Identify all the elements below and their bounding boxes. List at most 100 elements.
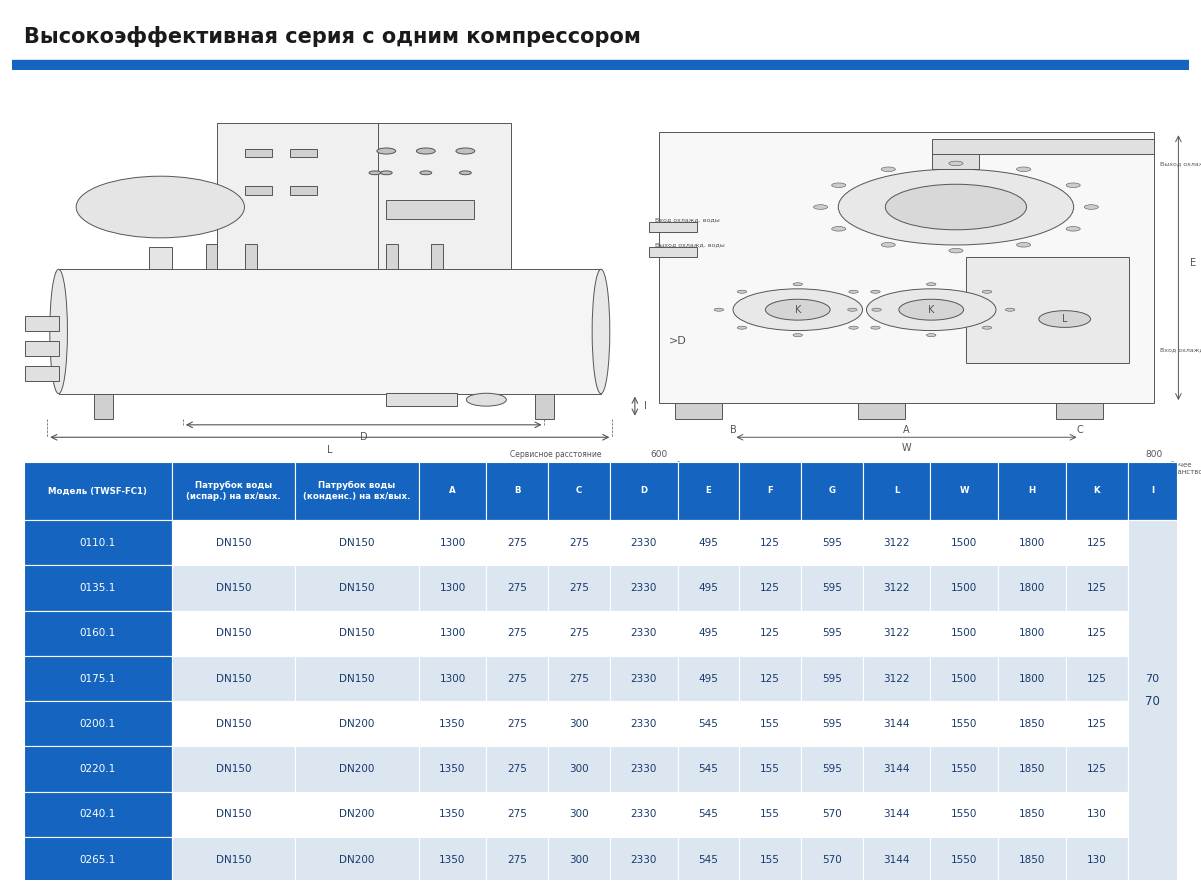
Text: 125: 125 [1087, 764, 1107, 774]
Bar [295, 565, 418, 611]
Text: E: E [705, 486, 711, 495]
Bar [610, 656, 677, 701]
Text: 1800: 1800 [1020, 538, 1045, 548]
Text: 3144: 3144 [883, 854, 910, 865]
Text: 70: 70 [1145, 694, 1160, 708]
Text: C: C [1076, 425, 1083, 435]
Bar [859, 403, 906, 419]
Bar [486, 701, 548, 747]
Bar [172, 462, 295, 520]
Text: 2330: 2330 [631, 764, 657, 774]
Bar [387, 200, 474, 220]
Bar [1066, 611, 1128, 656]
Circle shape [1066, 227, 1080, 231]
Bar [548, 747, 610, 792]
Circle shape [1085, 204, 1099, 209]
Bar [801, 747, 862, 792]
Bar [677, 656, 740, 701]
Text: 2330: 2330 [631, 629, 657, 638]
Bar [931, 462, 998, 520]
Text: 1500: 1500 [951, 538, 978, 548]
Bar [291, 149, 317, 157]
Bar [548, 656, 610, 701]
Circle shape [838, 169, 1074, 245]
Circle shape [885, 184, 1027, 229]
Text: 495: 495 [699, 629, 718, 638]
Text: 1850: 1850 [1020, 809, 1045, 820]
Circle shape [831, 227, 846, 231]
Bar [172, 611, 295, 656]
Bar [172, 656, 295, 701]
Circle shape [872, 308, 882, 311]
Text: K: K [795, 305, 801, 315]
Bar [1128, 520, 1177, 565]
Text: 125: 125 [760, 674, 781, 684]
Bar [24, 747, 172, 792]
Text: 1350: 1350 [440, 719, 466, 729]
Bar [418, 747, 486, 792]
Bar [998, 837, 1066, 882]
Bar [932, 147, 980, 169]
Bar [295, 837, 418, 882]
Bar [677, 565, 740, 611]
Text: 275: 275 [507, 764, 527, 774]
Text: 1350: 1350 [440, 854, 466, 865]
Bar [1128, 611, 1177, 656]
Bar [1128, 656, 1177, 701]
Text: 3122: 3122 [883, 583, 910, 593]
Text: 1800: 1800 [1020, 583, 1045, 593]
Bar [25, 316, 59, 332]
Bar [59, 269, 601, 394]
Bar [25, 365, 59, 381]
Text: DN150: DN150 [216, 629, 251, 638]
Circle shape [737, 290, 747, 293]
Bar [998, 520, 1066, 565]
Text: 275: 275 [569, 674, 588, 684]
Bar [418, 656, 486, 701]
Text: 1850: 1850 [1020, 719, 1045, 729]
Bar [1066, 701, 1128, 747]
Text: D: D [360, 432, 368, 443]
Text: 3122: 3122 [883, 629, 910, 638]
Bar [25, 340, 59, 356]
Bar [548, 462, 610, 520]
Bar [610, 747, 677, 792]
Bar [740, 656, 801, 701]
Bar [548, 701, 610, 747]
Bar [172, 837, 295, 882]
Bar [295, 747, 418, 792]
Text: Сервисное расстояние: Сервисное расстояние [510, 450, 602, 459]
Bar [418, 701, 486, 747]
Bar [610, 701, 677, 747]
Text: E: E [1190, 258, 1196, 268]
Text: 1800: 1800 [1020, 674, 1045, 684]
Text: 275: 275 [507, 629, 527, 638]
Text: 125: 125 [1087, 629, 1107, 638]
Text: Рабочее
пространство: Рабочее пространство [658, 462, 709, 475]
Bar [486, 656, 548, 701]
Bar [931, 611, 998, 656]
Text: 2330: 2330 [631, 674, 657, 684]
Text: 275: 275 [507, 674, 527, 684]
Bar [24, 792, 172, 837]
Bar [486, 837, 548, 882]
Text: Высокоэффективная серия с одним компрессором: Высокоэффективная серия с одним компресс… [24, 26, 640, 46]
Bar [932, 139, 1154, 154]
Bar [24, 611, 172, 656]
Text: 125: 125 [1087, 583, 1107, 593]
Text: Выход охлажд. воды: Выход охлажд. воды [656, 243, 725, 247]
Circle shape [1016, 167, 1030, 172]
Circle shape [982, 326, 992, 329]
Text: 275: 275 [507, 538, 527, 548]
Text: DN150: DN150 [216, 583, 251, 593]
Bar [486, 520, 548, 565]
Circle shape [982, 290, 992, 293]
Text: I: I [644, 401, 647, 411]
Bar [677, 747, 740, 792]
Bar [295, 520, 418, 565]
Ellipse shape [49, 269, 67, 394]
Bar [24, 520, 172, 565]
Text: 570: 570 [821, 809, 842, 820]
Text: 1850: 1850 [1020, 854, 1045, 865]
Bar [610, 837, 677, 882]
